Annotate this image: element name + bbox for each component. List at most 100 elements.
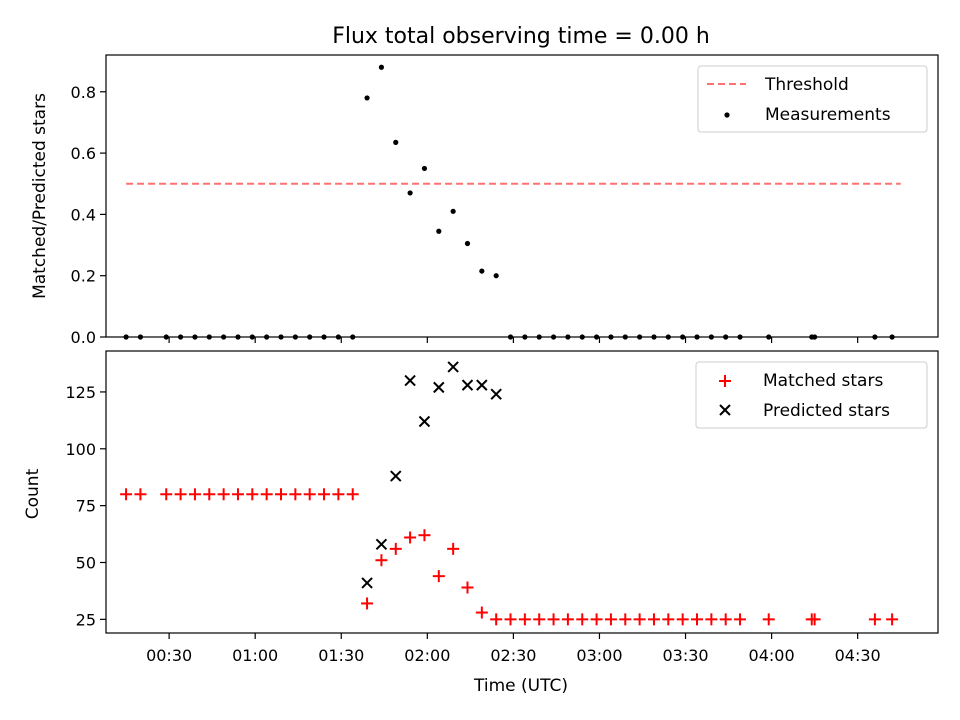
- matched-star-point: [447, 542, 460, 555]
- top-y-axis-label: Matched/Predicted stars: [30, 93, 50, 299]
- matched-star-point: [662, 613, 675, 626]
- matched-star-point: [533, 613, 546, 626]
- predicted-star-point: [418, 415, 431, 428]
- top-axes-frame: [105, 54, 939, 338]
- measurement-point: [436, 228, 442, 234]
- bottom-legend-box: [695, 361, 928, 429]
- bottom-y-tick-label: 75: [76, 497, 96, 516]
- matched-star-point: [203, 488, 216, 501]
- bottom-y-tick-label: 125: [65, 383, 96, 402]
- matched-star-point: [275, 488, 288, 501]
- bottom-legend: Matched stars Predicted stars: [695, 361, 928, 429]
- top-y-tick-label: 0.2: [71, 267, 96, 286]
- measurement-point: [378, 64, 385, 70]
- legend-predicted-swatch: [719, 404, 731, 416]
- predicted-star-point: [476, 379, 488, 391]
- top-legend: Threshold Measurements: [697, 65, 928, 133]
- matched-star-point: [647, 613, 660, 626]
- predicted-star-point: [404, 374, 416, 387]
- matched-star-point: [490, 613, 503, 626]
- measurement-point: [407, 190, 413, 196]
- bottom-x-tick-label: 01:00: [232, 646, 278, 665]
- matched-star-point: [389, 542, 402, 555]
- matched-star-point: [231, 488, 244, 501]
- matched-star-point: [886, 613, 899, 626]
- bottom-y-ticks: 25 50 75 100 125: [65, 383, 106, 629]
- matched-star-point: [404, 531, 417, 544]
- matched-star-point: [719, 613, 732, 626]
- measurement-point: [479, 268, 485, 274]
- predicted-star-point: [375, 538, 388, 551]
- matched-star-point: [134, 488, 147, 501]
- matched-star-point: [633, 613, 646, 626]
- predicted-star-point: [361, 577, 373, 589]
- matched-star-point: [432, 570, 445, 583]
- measurement-point: [393, 139, 399, 145]
- predicted-star-point: [490, 388, 502, 400]
- matched-star-point: [120, 488, 133, 501]
- bottom-panel: 25 50 75 100 125 00:30 01:00 01:30 02:00 02:30 03…: [23, 350, 939, 696]
- top-y-tick-label: 0.4: [71, 205, 96, 224]
- legend-measurements-label: Measurements: [765, 105, 891, 125]
- matched-star-point: [762, 613, 775, 626]
- matched-star-point: [246, 488, 259, 501]
- bottom-x-axis-label: Time (UTC): [473, 676, 568, 696]
- matched-star-point: [734, 613, 747, 626]
- top-x-ticks: [168, 337, 859, 343]
- bottom-axes-frame: [105, 350, 939, 634]
- bottom-x-tick-label: 03:30: [662, 646, 708, 665]
- matched-star-point: [289, 488, 302, 501]
- matched-star-point: [217, 488, 230, 501]
- legend-matched-swatch: [719, 375, 731, 387]
- matched-star-point: [318, 488, 331, 501]
- matched-star-point: [518, 613, 531, 626]
- matched-star-point: [188, 488, 201, 501]
- bottom-x-tick-label: 03:00: [576, 646, 622, 665]
- matched-star-point: [561, 613, 574, 626]
- matched-star-point: [547, 613, 560, 626]
- legend-measurements-swatch: [724, 112, 730, 118]
- bottom-x-tick-label: 01:30: [318, 646, 364, 665]
- bottom-marks: [120, 361, 899, 626]
- matched-star-point: [475, 606, 488, 619]
- bottom-x-tick-label: 02:00: [404, 646, 450, 665]
- measurement-point: [464, 240, 471, 247]
- matched-star-point: [590, 613, 603, 626]
- top-y-tick-label: 0.6: [71, 144, 96, 163]
- legend-threshold-label: Threshold: [764, 75, 849, 95]
- matched-star-point: [418, 529, 431, 542]
- top-y-tick-label: 0.8: [71, 83, 96, 102]
- predicted-star-point: [447, 361, 459, 373]
- predicted-star-point: [461, 379, 474, 391]
- top-panel: 0.00.20.40.60.8 Matched/Predicted stars …: [30, 54, 939, 347]
- measurement-point: [493, 273, 499, 279]
- top-legend-box: [697, 65, 928, 133]
- bottom-y-axis-label: Count: [23, 468, 43, 519]
- bottom-x-tick-label: 00:30: [146, 646, 192, 665]
- bottom-x-tick-label: 04:00: [749, 646, 795, 665]
- measurement-point: [450, 208, 456, 214]
- predicted-star-point: [433, 381, 445, 394]
- top-y-ticks: 0.0 0.2 0.4 0.6 0.8: [71, 83, 106, 347]
- bottom-x-tick-label: 04:30: [835, 646, 881, 665]
- matched-star-point: [705, 613, 718, 626]
- bottom-x-tick-label: 02:30: [490, 646, 536, 665]
- top-y-tick-label: 0.0: [71, 328, 96, 347]
- matched-star-point: [361, 597, 374, 610]
- matched-star-point: [504, 613, 517, 626]
- matched-star-point: [691, 613, 704, 626]
- figure-title: Flux total observing time = 0.00 h: [332, 24, 710, 49]
- matched-star-point: [260, 488, 273, 501]
- matched-star-point: [808, 613, 821, 626]
- measurement-point: [364, 95, 370, 101]
- matched-star-point: [868, 613, 881, 626]
- bottom-x-ticks: 00:30 01:00 01:30 02:00 02:30 03:00 03:30 04:00…: [146, 633, 881, 665]
- bottom-y-tick-label: 50: [76, 554, 96, 573]
- matched-star-point: [160, 488, 173, 501]
- matched-star-point: [332, 488, 345, 501]
- matched-star-point: [346, 488, 359, 501]
- matched-star-point: [375, 554, 388, 567]
- legend-predicted-label: Predicted stars: [763, 401, 890, 421]
- bottom-y-tick-label: 25: [76, 610, 96, 629]
